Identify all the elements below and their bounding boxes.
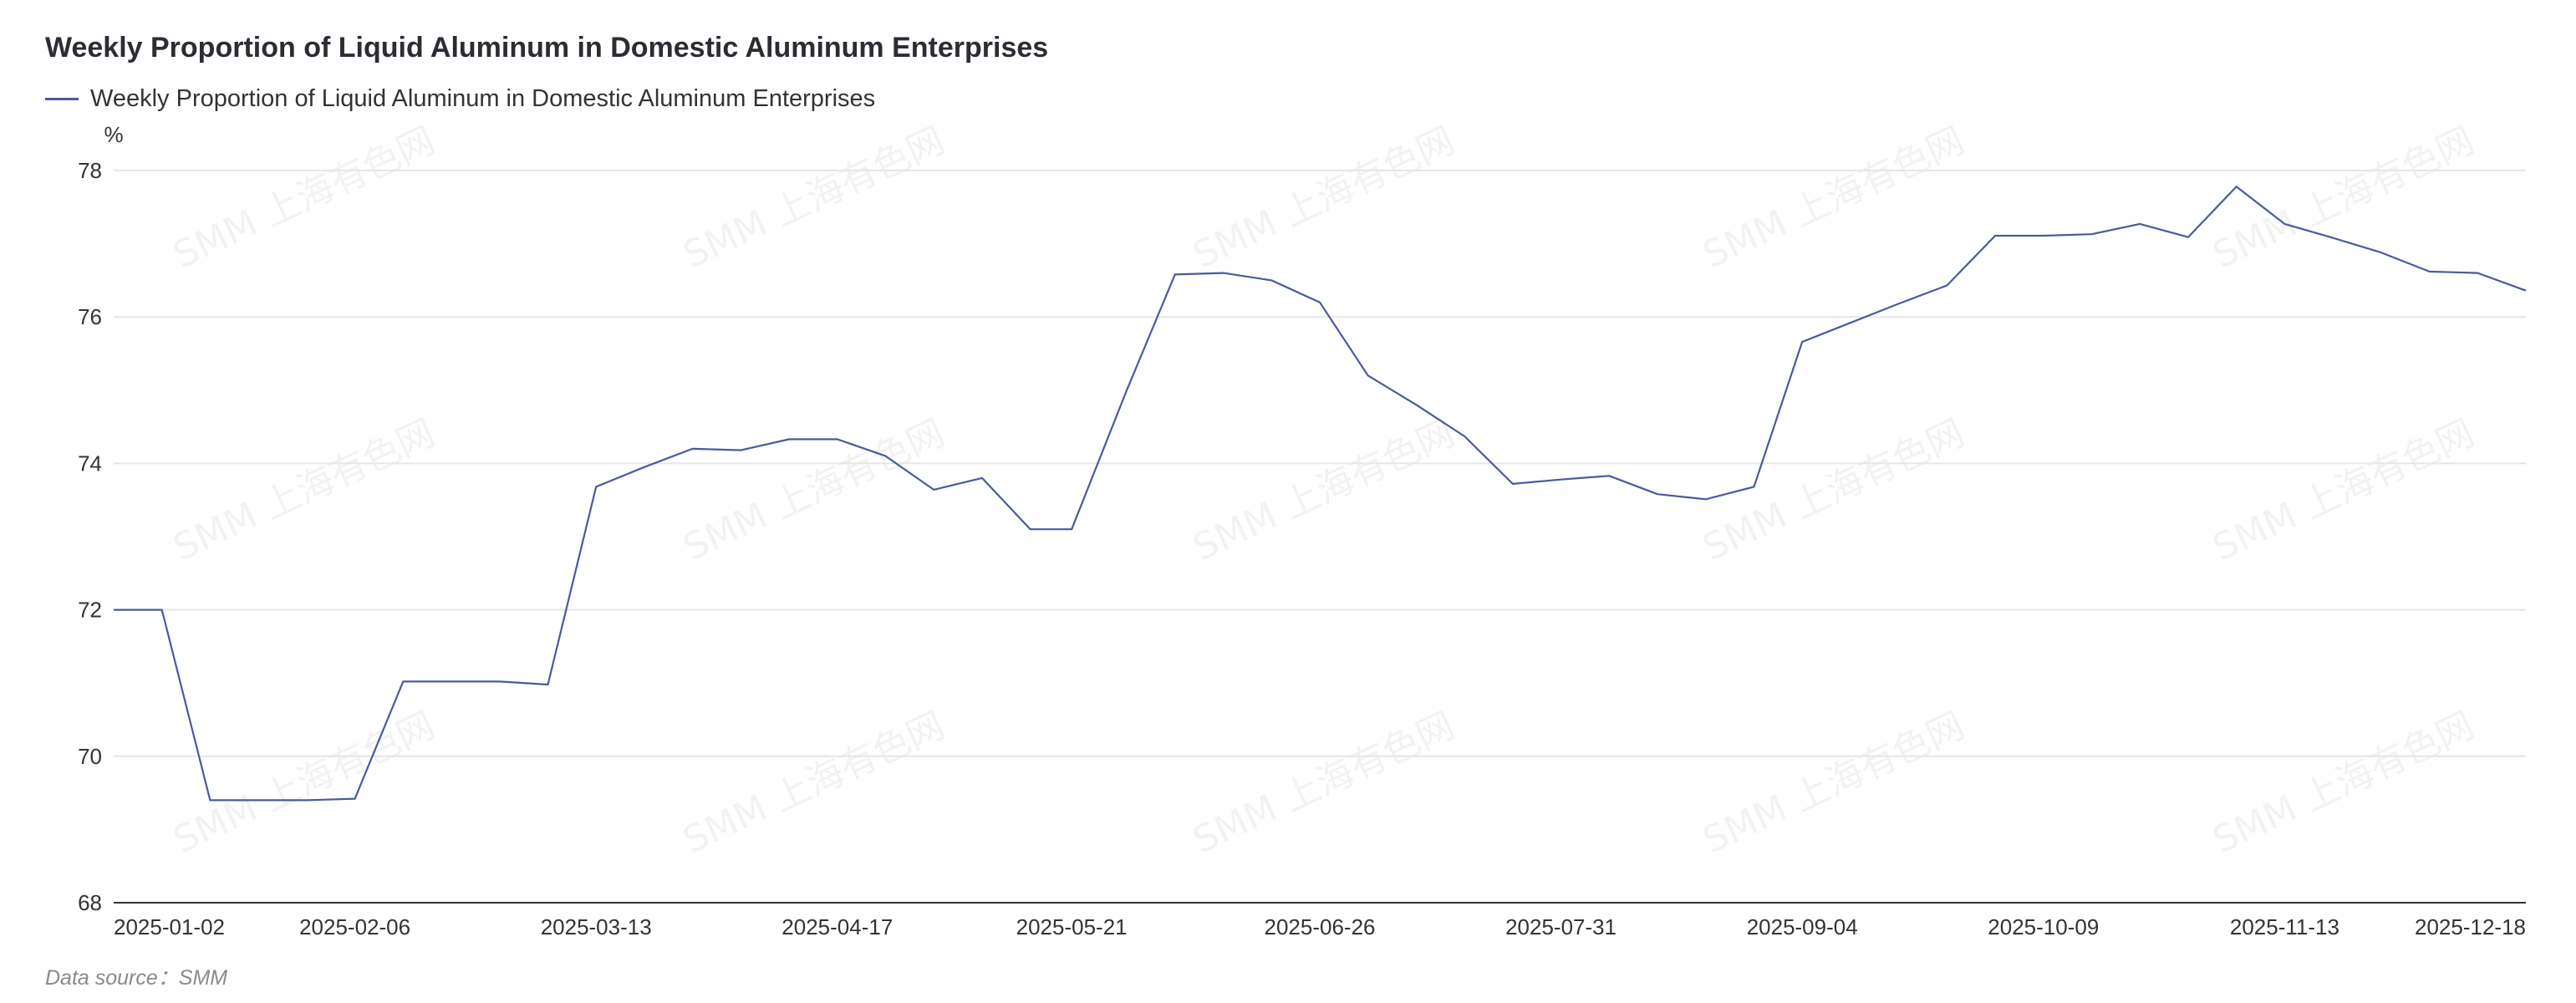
data-point — [1028, 527, 1033, 532]
data-point — [1655, 491, 1660, 496]
y-tick-label: 70 — [78, 744, 102, 769]
watermark-text: SMM 上海有色网 — [167, 704, 441, 862]
watermark-layer: SMM 上海有色网 SMM 上海有色网 SMM 上海有色网 SMM 上海有色网 SMM … — [167, 119, 2481, 862]
watermark-text: SMM 上海有色网 — [677, 119, 951, 277]
data-point — [160, 608, 165, 613]
data-point — [2137, 221, 2142, 227]
x-tick-label: 2025-09-04 — [1747, 914, 1858, 939]
data-point — [2427, 269, 2432, 274]
data-point — [2234, 184, 2239, 189]
data-point — [2379, 250, 2384, 255]
data-point — [207, 797, 212, 802]
watermark-text: SMM 上海有色网 — [1187, 704, 1461, 862]
data-point — [1944, 283, 1949, 288]
data-point — [1510, 481, 1515, 486]
watermark-text: SMM 上海有色网 — [167, 119, 441, 277]
x-tick-label: 2025-06-26 — [1265, 914, 1376, 939]
data-point — [1703, 496, 1708, 502]
watermark-text: SMM 上海有色网 — [1697, 704, 1971, 862]
y-tick-label: 74 — [78, 451, 102, 476]
data-point — [1366, 373, 1371, 378]
data-point — [1848, 320, 1853, 325]
data-point — [2475, 271, 2480, 276]
x-tick-label: 2025-10-09 — [1988, 914, 2099, 939]
legend-line-marker — [45, 97, 79, 100]
data-point — [256, 797, 261, 802]
data-point — [835, 437, 840, 442]
data-point — [2330, 236, 2335, 241]
data-point — [400, 679, 405, 684]
watermark-text: SMM 上海有色网 — [677, 704, 951, 862]
data-point — [2041, 233, 2046, 238]
data-point — [931, 487, 936, 492]
legend[interactable]: Weekly Proportion of Liquid Aluminum in … — [45, 82, 875, 115]
series-line — [114, 186, 2527, 802]
x-tick-label: 2025-02-06 — [299, 914, 410, 939]
data-source-note: Data source：SMM — [45, 966, 228, 990]
x-tick-label: 2025-01-02 — [114, 914, 225, 939]
data-point — [546, 682, 551, 687]
data-point — [1069, 527, 1074, 532]
chart-title: Weekly Proportion of Liquid Aluminum in … — [45, 32, 1049, 64]
data-point — [304, 797, 309, 802]
data-point — [1413, 402, 1418, 407]
watermark-text: SMM 上海有色网 — [167, 411, 441, 569]
data-point — [2090, 232, 2095, 237]
watermark-text: SMM 上海有色网 — [1187, 411, 1461, 569]
x-tick-label: 2025-07-31 — [1505, 914, 1616, 939]
data-point — [1173, 272, 1178, 277]
watermark-text: SMM 上海有色网 — [2207, 411, 2481, 569]
data-point — [1800, 339, 1805, 344]
watermark-text: SMM 上海有色网 — [2207, 119, 2481, 277]
data-point — [1606, 473, 1611, 478]
data-point — [1993, 233, 1998, 238]
watermark-text: SMM 上海有色网 — [677, 411, 951, 569]
watermark-text: SMM 上海有色网 — [2207, 704, 2481, 862]
data-point — [980, 476, 985, 481]
data-point — [497, 679, 502, 684]
data-point — [111, 608, 116, 613]
y-axis-unit: % — [104, 122, 123, 147]
data-point — [1462, 434, 1467, 439]
legend-label: Weekly Proportion of Liquid Aluminum in … — [90, 84, 876, 112]
y-tick-label: 68 — [78, 890, 102, 915]
data-point — [1896, 301, 1901, 306]
data-point — [2523, 288, 2528, 293]
x-tick-label: 2025-11-13 — [2230, 914, 2339, 939]
data-point — [1124, 388, 1129, 393]
data-point — [738, 448, 743, 453]
data-point — [1269, 277, 1274, 283]
watermark-text: SMM 上海有色网 — [1187, 119, 1461, 277]
data-point — [787, 437, 792, 442]
data-point — [449, 679, 454, 684]
data-point — [1317, 300, 1322, 305]
y-tick-label: 72 — [78, 598, 102, 623]
data-point — [1221, 271, 1226, 276]
y-tick-label: 78 — [78, 158, 102, 183]
data-point — [1559, 477, 1564, 482]
data-point — [642, 465, 647, 470]
data-point — [883, 454, 888, 459]
x-tick-label: 2025-12-18 — [2415, 914, 2526, 939]
data-point — [2282, 221, 2287, 227]
y-tick-label: 76 — [78, 304, 102, 329]
data-point — [593, 484, 598, 489]
data-point — [2186, 235, 2191, 240]
data-point — [353, 797, 358, 802]
x-tick-label: 2025-05-21 — [1016, 914, 1128, 939]
x-tick-label: 2025-03-13 — [541, 914, 652, 939]
watermark-text: SMM 上海有色网 — [1697, 119, 1971, 277]
data-point — [1752, 484, 1757, 489]
data-point — [690, 446, 695, 451]
x-tick-label: 2025-04-17 — [781, 914, 893, 939]
